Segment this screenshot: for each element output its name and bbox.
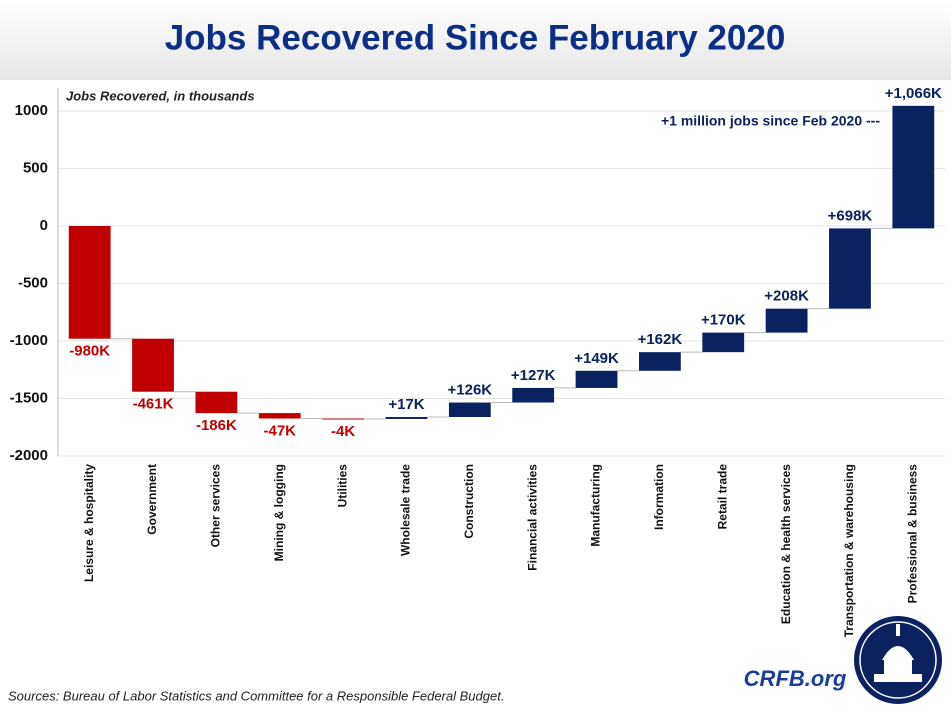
bar <box>195 391 238 414</box>
y-tick-label: -1000 <box>10 332 48 349</box>
x-tick-label: Professional & business <box>905 464 919 604</box>
y-axis-label: Jobs Recovered, in thousands <box>66 88 255 103</box>
x-tick-label: Manufacturing <box>589 464 603 547</box>
data-label: +126K <box>448 381 493 398</box>
x-tick-label: Information <box>652 464 666 530</box>
data-label: +208K <box>764 288 809 305</box>
data-label: +698K <box>828 207 873 224</box>
bar <box>575 370 618 388</box>
x-tick-label: Wholesale trade <box>399 464 413 556</box>
bar <box>322 418 365 420</box>
x-tick-label: Mining & logging <box>272 464 286 561</box>
data-label: +17K <box>388 396 424 413</box>
bar <box>892 105 935 229</box>
data-label: -47K <box>263 422 296 439</box>
data-label: +170K <box>701 312 746 329</box>
source: Sources: Bureau of Labor Statistics and … <box>8 688 504 703</box>
x-tick-label: Utilities <box>335 464 349 508</box>
data-label: -4K <box>331 423 355 440</box>
data-label: +149K <box>574 350 619 367</box>
logo <box>854 616 942 704</box>
bar <box>512 387 555 403</box>
y-tick-label: -500 <box>18 274 48 291</box>
x-tick-label: Retail trade <box>715 464 729 530</box>
data-label: -186K <box>196 417 237 434</box>
data-label: -980K <box>69 343 110 360</box>
y-tick-label: -1500 <box>10 389 48 406</box>
data-label: +162K <box>638 331 683 348</box>
y-tick-label: -2000 <box>10 447 48 464</box>
title-band <box>0 0 951 80</box>
x-tick-label: Financial activities <box>525 464 539 571</box>
x-tick-label: Education & health services <box>779 464 793 624</box>
bar <box>385 417 428 419</box>
chart-title: Jobs Recovered Since February 2020 <box>165 18 786 57</box>
bar <box>702 332 745 353</box>
x-tick-label: Other services <box>209 464 223 548</box>
bar <box>68 226 111 339</box>
y-tick-label: 1000 <box>15 102 48 119</box>
data-label: -461K <box>133 396 174 413</box>
data-label: +1,066K <box>885 85 942 102</box>
x-tick-label: Government <box>145 464 159 535</box>
data-label: +127K <box>511 367 556 384</box>
y-tick-label: 0 <box>40 217 48 234</box>
bar <box>638 352 681 371</box>
x-tick-label: Transportation & warehousing <box>842 464 856 637</box>
bar <box>132 338 174 392</box>
bar <box>829 228 871 309</box>
plot-area: -2000 -1500 -1000 -500 0 500 1000 -980K Leisure … <box>10 85 945 637</box>
x-tick-label: Construction <box>462 464 476 539</box>
annotation: +1 million jobs since Feb 2020 --- <box>661 113 880 129</box>
bar <box>765 308 808 333</box>
x-tick-label: Leisure & hospitality <box>82 464 96 582</box>
brand: CRFB.org <box>744 666 847 691</box>
y-tick-label: 500 <box>23 159 48 176</box>
bar <box>448 402 491 418</box>
bar <box>258 413 301 419</box>
